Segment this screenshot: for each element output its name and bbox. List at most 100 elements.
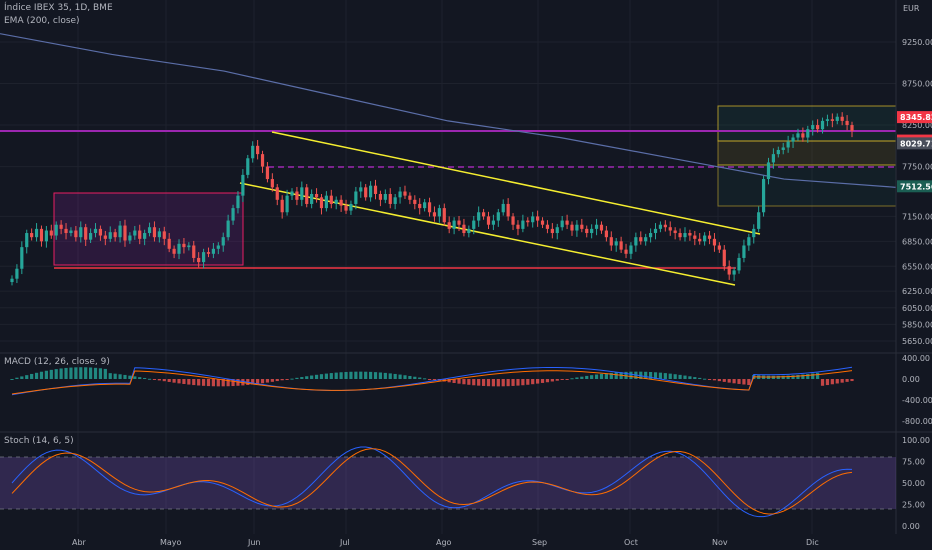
- macd-bar: [462, 379, 466, 385]
- candle-body: [786, 141, 790, 148]
- candle-body: [354, 191, 358, 204]
- candle-body: [59, 224, 63, 229]
- candle-body: [481, 212, 486, 217]
- candle-body: [757, 212, 761, 229]
- candle-body: [678, 233, 682, 238]
- candle-body: [619, 241, 623, 250]
- candle-body: [206, 252, 211, 254]
- price-tick-label: 7750.00: [902, 163, 932, 172]
- candle-body: [20, 247, 24, 269]
- macd-tick-label: 400.00: [902, 354, 930, 363]
- macd-bar: [143, 377, 147, 379]
- macd-bar: [64, 367, 68, 379]
- price-tag: [897, 111, 932, 124]
- macd-bar: [398, 374, 402, 379]
- macd-bar: [840, 379, 844, 383]
- candle-body: [472, 220, 476, 229]
- candle-body: [270, 179, 274, 188]
- time-axis[interactable]: Abr Mayo Jun Jul Ago Sep Oct Nov Dic: [72, 538, 819, 547]
- candle-body: [648, 233, 653, 238]
- candle-body: [806, 129, 810, 138]
- price-tick-label: 8250.00: [902, 121, 932, 130]
- macd-bar: [15, 377, 19, 379]
- candle-body: [398, 191, 402, 198]
- macd-bar: [152, 379, 157, 380]
- macd-bar: [128, 375, 132, 379]
- candle-body: [49, 230, 53, 236]
- candle-body: [319, 197, 324, 209]
- candle-body: [570, 224, 574, 231]
- candle-body: [776, 149, 780, 155]
- macd-bar: [251, 379, 255, 385]
- candle-body: [845, 120, 849, 126]
- price-tag-label: 7512.56: [900, 182, 932, 191]
- candle-body: [113, 232, 117, 238]
- candle-body: [737, 257, 741, 271]
- macd-bar: [231, 379, 235, 387]
- channel-bottom-line: [239, 182, 736, 286]
- macd-bar: [663, 373, 667, 379]
- macd-bar: [816, 372, 820, 379]
- macd-bar: [192, 379, 196, 386]
- macd-bar: [187, 379, 191, 385]
- candle-body: [732, 270, 736, 275]
- candle-body: [609, 237, 613, 246]
- macd-bar: [781, 375, 785, 379]
- macd-bar: [516, 379, 520, 386]
- price-tick-label: 6050.00: [902, 304, 932, 313]
- macd-legend[interactable]: MACD (12, 26, close, 9): [4, 357, 110, 367]
- macd-axis: 400.00 0.00 -400.00 -800.00: [902, 354, 932, 426]
- time-tick-label: Oct: [624, 538, 638, 547]
- candle-body: [334, 199, 338, 204]
- candle-body: [761, 179, 766, 213]
- symbol-legend[interactable]: Índice IBEX 35, 1D, BME: [4, 3, 113, 13]
- macd-bar: [820, 379, 825, 386]
- macd-bar: [560, 379, 564, 380]
- macd-bar: [329, 373, 333, 379]
- price-axis[interactable]: 9250.00 8750.00 8250.00 7750.00 7150.00 6850.…: [902, 38, 932, 346]
- candle-body: [197, 257, 201, 263]
- candle-body: [324, 195, 328, 209]
- candle-body: [123, 225, 127, 241]
- macd-bar: [221, 379, 225, 387]
- candle-body: [437, 208, 441, 217]
- macd-bar: [88, 367, 93, 379]
- candle-body: [771, 154, 776, 163]
- macd-bar: [644, 371, 648, 379]
- candle-body: [565, 220, 569, 225]
- macd-bar: [590, 375, 594, 379]
- candle-body: [747, 237, 751, 246]
- candle-body: [103, 235, 107, 239]
- candle-body: [683, 233, 687, 238]
- macd-bar: [44, 370, 48, 379]
- macd-tick-label: -800.00: [902, 417, 932, 426]
- macd-bar: [413, 376, 417, 379]
- candle-body: [580, 224, 584, 229]
- macd-pane: [10, 366, 854, 396]
- channel-top-line: [271, 131, 761, 235]
- candle-body: [231, 208, 235, 221]
- macd-bar: [49, 369, 53, 379]
- candle-body: [816, 125, 820, 130]
- candle-body: [467, 228, 471, 234]
- macd-bar: [545, 379, 550, 383]
- macd-bar: [34, 372, 39, 379]
- candle-body: [550, 228, 554, 234]
- candle-body: [501, 203, 505, 213]
- candle-body: [285, 195, 289, 213]
- macd-bar: [354, 371, 358, 379]
- macd-bar: [79, 367, 83, 379]
- candle-body: [152, 227, 157, 238]
- macd-bar: [796, 374, 800, 379]
- candle-body: [172, 248, 176, 254]
- macd-bar: [629, 371, 633, 379]
- candle-body: [108, 232, 112, 239]
- candle-body: [742, 245, 746, 258]
- macd-bar: [314, 374, 319, 379]
- price-tags: 8345.828063.108029.717512.56: [897, 111, 932, 193]
- candle-body: [182, 243, 186, 248]
- price-tick-label: 6250.00: [902, 287, 932, 296]
- stoch-legend[interactable]: Stoch (14, 6, 5): [4, 436, 74, 446]
- ema-legend[interactable]: EMA (200, close): [4, 16, 80, 26]
